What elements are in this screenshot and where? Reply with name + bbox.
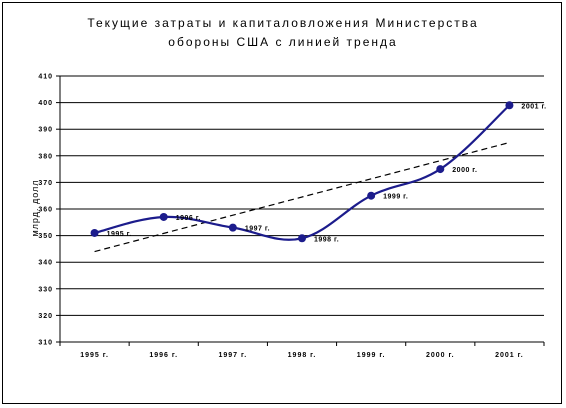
data-point (367, 191, 376, 200)
y-tick-label: 400 (38, 100, 53, 107)
y-axis-label: млрд. долл (30, 179, 40, 236)
x-tick-label: 2000 г. (426, 352, 455, 359)
data-label: 1997 г. (245, 226, 270, 233)
y-tick-label: 410 (38, 74, 53, 81)
y-tick-label: 310 (38, 340, 53, 347)
axes: 310 320 330 340 350 360 370 380 390 400 410 1995 г.… (38, 74, 545, 359)
data-label: 1998 г. (314, 236, 339, 243)
y-tick-label: 320 (38, 313, 53, 320)
chart-frame (2, 2, 562, 404)
x-tick-label: 1998 г. (288, 352, 317, 359)
x-tick-label: 1999 г. (357, 352, 386, 359)
x-tick-label: 1997 г. (219, 352, 248, 359)
data-label: 1995 г. (107, 231, 132, 238)
data-point (505, 101, 514, 110)
labels-group: 1995 г. 1996 г. 1997 г. 1998 г. 1999 г. 2000 … (107, 103, 547, 243)
y-tick-label: 330 (38, 286, 53, 293)
x-tick-label: 1996 г. (149, 352, 178, 359)
data-point (298, 234, 306, 243)
y-tick-label: 360 (38, 207, 53, 214)
data-point (228, 223, 237, 232)
data-point (159, 212, 168, 221)
trendline-group (94, 141, 510, 253)
y-tick-label: 370 (38, 180, 53, 187)
x-tick-label: 1995 г. (80, 352, 109, 359)
data-point (90, 228, 99, 237)
data-label: 2000 г. (452, 167, 477, 174)
y-tick-label: 390 (38, 127, 53, 134)
chart-title-line-1: Текущие затраты и капиталовложения Минис… (87, 16, 478, 30)
trendline (94, 141, 510, 253)
data-label: 1996 г. (176, 215, 201, 222)
y-tick-label: 380 (38, 153, 53, 160)
x-tick-label: 2001 г. (495, 352, 524, 359)
chart-title-line-2: обороны США с линией тренда (168, 35, 397, 49)
data-label: 1999 г. (383, 194, 408, 201)
gridlines (60, 75, 544, 316)
series-group (90, 101, 514, 243)
y-tick-label: 350 (38, 233, 53, 240)
data-point (436, 165, 445, 174)
data-label: 2001 г. (521, 103, 546, 110)
y-tick-label: 340 (38, 260, 53, 267)
series-line (94, 104, 511, 241)
